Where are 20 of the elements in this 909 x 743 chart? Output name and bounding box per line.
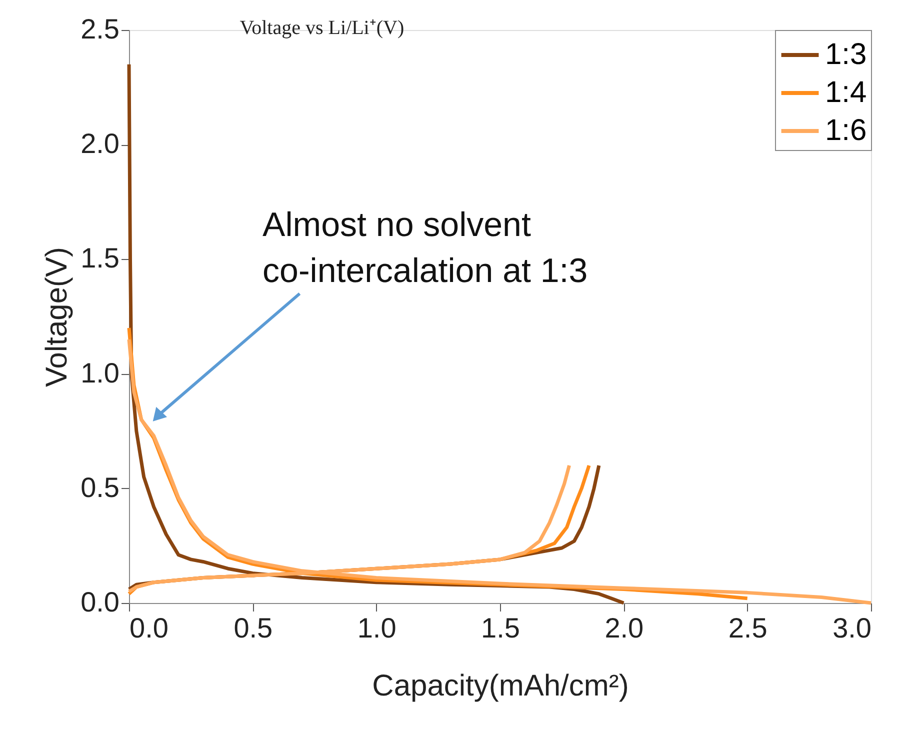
y-tick-label: 2.5 [80,14,120,44]
x-tick-label: 2.0 [604,612,644,644]
annotation: Almost no solvent co-intercalation at 1:3 [262,206,588,290]
x-tick-label: 3.0 [832,612,872,644]
x-tick-label: 1.0 [357,612,396,644]
y-tick-label: 1.5 [80,242,120,274]
legend-label: 1:6 [825,114,867,147]
x-axis-title: Capacity(mAh/cm²) [372,670,629,702]
x-tick-label: 1.5 [481,612,520,644]
x-tick-label: 0.5 [234,612,273,644]
y-tick-label: 0.5 [80,472,120,503]
y-axis-title: Voltage(V) [40,246,74,388]
y-tick-label: 1.0 [80,357,120,388]
legend-label: 1:3 [825,38,867,71]
x-tick-label: 2.5 [728,612,768,644]
y-tick-label: 0.0 [80,586,120,618]
annotation: Voltage vs Li/Li⁺(V) [240,17,404,39]
x-tick-label: 0.0 [130,612,168,644]
legend-label: 1:4 [825,76,867,109]
y-tick-label: 2.0 [80,128,120,160]
